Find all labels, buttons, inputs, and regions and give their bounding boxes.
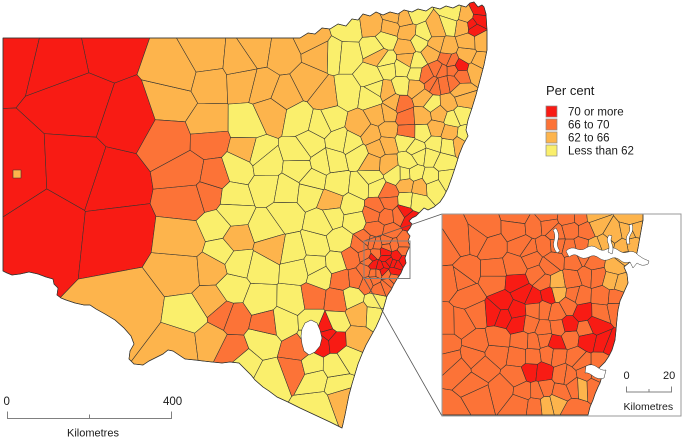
svg-text:Less than 62: Less than 62 [568,146,634,158]
svg-text:66 to 70: 66 to 70 [568,120,610,132]
svg-text:Kilometres: Kilometres [624,401,674,413]
svg-text:0: 0 [624,370,630,382]
svg-text:0: 0 [4,396,10,408]
svg-text:62 to 66: 62 to 66 [568,133,610,145]
svg-text:400: 400 [163,396,182,408]
svg-text:Kilometres: Kilometres [67,428,119,439]
svg-text:20: 20 [663,370,675,382]
svg-text:Per cent: Per cent [546,83,595,98]
svg-text:70 or more: 70 or more [568,107,624,119]
